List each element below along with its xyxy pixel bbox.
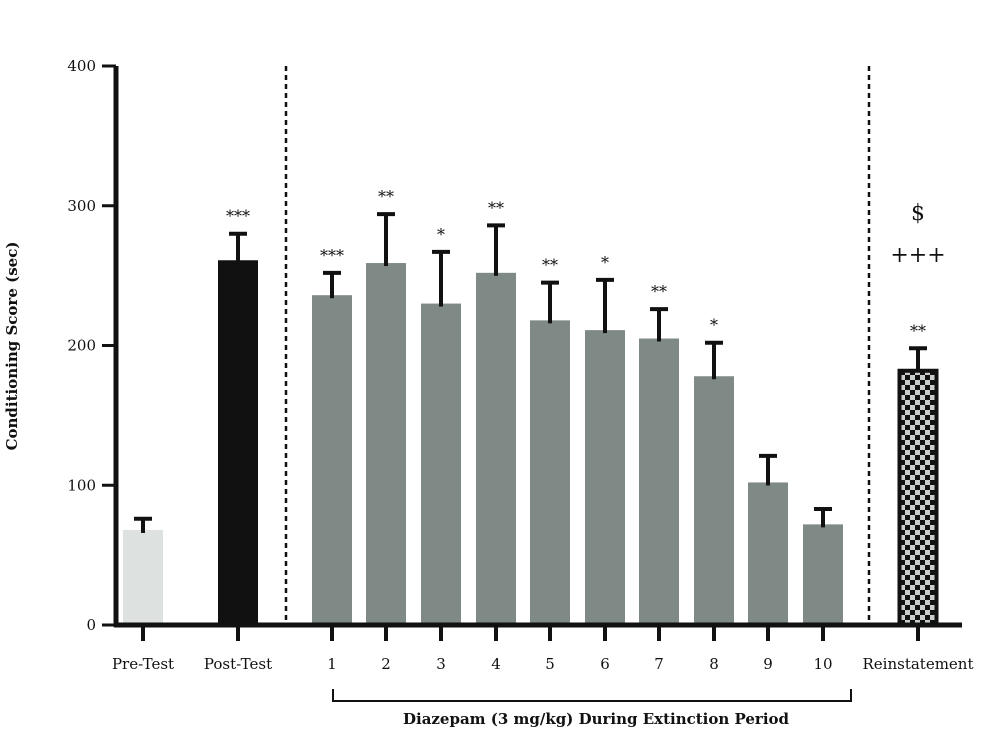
significance-label: * bbox=[601, 253, 609, 272]
bar-9 bbox=[748, 482, 788, 625]
reinstatement-dollar-mark: $ bbox=[911, 201, 925, 226]
bar-7 bbox=[639, 338, 679, 625]
bar-4 bbox=[476, 272, 516, 625]
y-ticks: 0 100 200 300 400 bbox=[67, 57, 116, 634]
x-tick-label: 6 bbox=[600, 655, 610, 673]
error-bars bbox=[134, 212, 927, 533]
x-tick-label: 3 bbox=[436, 655, 446, 673]
error-bar-4 bbox=[487, 223, 505, 276]
significance-label: ** bbox=[378, 187, 394, 206]
significance-markers: ************* **** ** bbox=[226, 187, 926, 340]
reinstatement-plus-mark: +++ bbox=[890, 243, 945, 268]
significance-label: ** bbox=[542, 256, 558, 275]
x-tick-label: Pre-Test bbox=[112, 655, 174, 673]
error-bar-10 bbox=[814, 507, 832, 528]
y-tick-label: 200 bbox=[67, 337, 96, 355]
bar-2 bbox=[366, 263, 406, 625]
x-tick-label: 9 bbox=[763, 655, 773, 673]
bar-Post-Test bbox=[218, 260, 258, 625]
error-bar-8 bbox=[705, 340, 723, 380]
error-bar-Reinstatement bbox=[909, 346, 927, 373]
group-bracket bbox=[332, 689, 852, 702]
error-bar-Pre-Test bbox=[134, 516, 152, 533]
error-bar-Post-Test bbox=[229, 231, 247, 264]
y-tick-label: 400 bbox=[67, 57, 96, 75]
bar-8 bbox=[694, 376, 734, 625]
error-bar-6 bbox=[596, 277, 614, 334]
error-bar-5 bbox=[541, 280, 559, 324]
error-bar-2 bbox=[377, 212, 395, 267]
x-tick-label: 10 bbox=[813, 655, 832, 673]
bar-Pre-Test bbox=[123, 529, 163, 625]
bar-6 bbox=[585, 330, 625, 625]
x-tick-label: Reinstatement bbox=[863, 655, 974, 673]
significance-label: * bbox=[437, 225, 445, 244]
x-ticks: Pre-Test Post-Test 1 2 3 4 5 6 7 8 9 10 Reinstatemen… bbox=[112, 627, 974, 673]
significance-label: ** bbox=[910, 321, 926, 340]
y-tick-label: 100 bbox=[67, 476, 96, 494]
x-tick-label: Post-Test bbox=[204, 655, 272, 673]
significance-label: *** bbox=[320, 246, 344, 265]
y-tick-label: 0 bbox=[86, 616, 96, 634]
bar-1 bbox=[312, 295, 352, 625]
bar-3 bbox=[421, 303, 461, 625]
x-tick-label: 5 bbox=[545, 655, 555, 673]
y-tick-label: 300 bbox=[67, 197, 96, 215]
significance-label: * bbox=[710, 316, 718, 335]
bar-10 bbox=[803, 524, 843, 625]
bar-Reinstatement bbox=[898, 369, 938, 625]
significance-label: ** bbox=[488, 198, 504, 217]
x-tick-label: 2 bbox=[381, 655, 391, 673]
x-tick-label: 1 bbox=[327, 655, 337, 673]
significance-label: *** bbox=[226, 207, 250, 226]
error-bar-7 bbox=[650, 307, 668, 342]
x-tick-label: 8 bbox=[709, 655, 719, 673]
bars bbox=[123, 260, 939, 627]
error-bar-1 bbox=[323, 270, 341, 299]
x-tick-label: 7 bbox=[654, 655, 664, 673]
x-tick-label: 4 bbox=[491, 655, 501, 673]
significance-label: ** bbox=[651, 282, 667, 301]
bar-5 bbox=[530, 320, 570, 625]
error-bar-3 bbox=[432, 249, 450, 307]
error-bar-9 bbox=[759, 453, 777, 486]
y-axis-label: Conditioning Score (sec) bbox=[3, 242, 21, 451]
group-label: Diazepam (3 mg/kg) During Extinction Per… bbox=[403, 710, 790, 728]
